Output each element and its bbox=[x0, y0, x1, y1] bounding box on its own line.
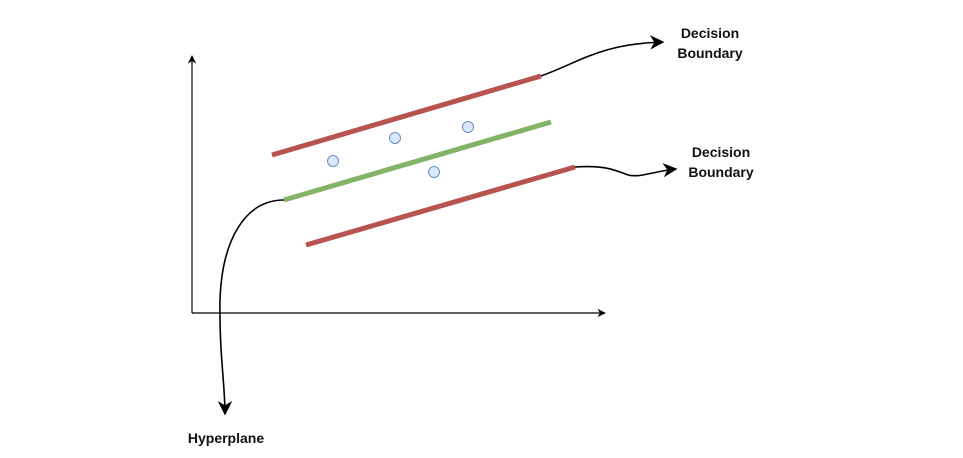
data-point bbox=[462, 121, 474, 133]
upper-decision-boundary-line bbox=[271, 73, 542, 158]
lower-decision-boundary-label: Decision Boundary bbox=[671, 142, 771, 182]
upper-boundary-label-line2: Boundary bbox=[677, 45, 743, 61]
data-point bbox=[389, 132, 401, 144]
lower-boundary-label-line2: Boundary bbox=[688, 164, 754, 180]
data-point bbox=[327, 155, 339, 167]
hyperplane-pointer-arrow bbox=[217, 199, 285, 416]
lower-decision-boundary-line bbox=[305, 164, 576, 248]
hyperplane-label-text: Hyperplane bbox=[187, 430, 265, 446]
upper-boundary-pointer-arrow bbox=[540, 35, 665, 77]
upper-boundary-label-line1: Decision bbox=[680, 25, 740, 41]
upper-decision-boundary-label: Decision Boundary bbox=[660, 23, 760, 63]
lower-boundary-pointer-arrow bbox=[574, 163, 678, 178]
lower-boundary-label-line1: Decision bbox=[691, 144, 751, 160]
data-point bbox=[428, 166, 440, 178]
hyperplane-label: Hyperplane bbox=[168, 428, 284, 448]
hyperplane-line bbox=[283, 119, 552, 203]
